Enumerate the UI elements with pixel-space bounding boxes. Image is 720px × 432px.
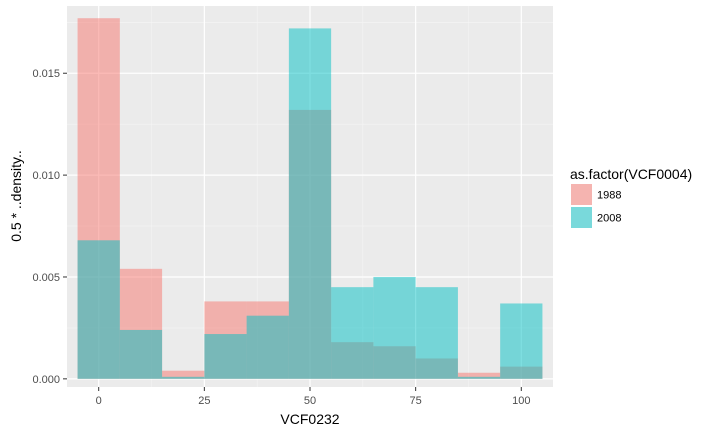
legend-key-1988: [571, 184, 592, 205]
bar-2008-bin-1: [119, 329, 163, 379]
bar-2008-bin-8: [415, 287, 458, 379]
x-axis-title: VCF0232: [280, 411, 339, 427]
y-axis: 0.000 0.005 0.010 0.015: [32, 68, 67, 386]
x-tick-label: 50: [304, 395, 316, 407]
bar-2008-bin-9: [457, 376, 501, 379]
y-axis-title: 0.5 * ..density..: [8, 150, 24, 242]
bar-2008-bin-7: [373, 276, 416, 379]
bar-2008-bin-2: [162, 376, 205, 379]
y-tick-label: 0.000: [32, 374, 60, 386]
legend: as.factor(VCF0004) 1988 2008: [570, 166, 692, 228]
legend-key-2008: [571, 207, 592, 228]
x-tick-label: 100: [512, 395, 530, 407]
x-axis: 0 25 50 75 100: [96, 387, 530, 407]
x-tick-label: 75: [410, 395, 422, 407]
x-tick-label: 0: [96, 395, 102, 407]
x-tick-label: 25: [198, 395, 210, 407]
legend-label-2008: 2008: [597, 213, 621, 225]
bar-2008-bin-10: [500, 303, 543, 379]
bar-2008-bin-3: [204, 334, 247, 379]
bar-2008-bin-4: [246, 315, 289, 379]
bar-1988-bin-2: [162, 370, 205, 379]
bar-2008-bin-6: [331, 287, 374, 379]
legend-title: as.factor(VCF0004): [570, 166, 692, 182]
legend-label-1988: 1988: [597, 190, 621, 202]
y-tick-label: 0.005: [32, 272, 60, 284]
y-tick-label: 0.015: [32, 68, 60, 80]
y-tick-label: 0.010: [32, 170, 60, 182]
bar-2008-bin-5: [288, 28, 332, 379]
bars: [77, 18, 543, 379]
bar-1988-bin-9: [457, 372, 501, 379]
bar-2008-bin-0: [77, 240, 120, 379]
